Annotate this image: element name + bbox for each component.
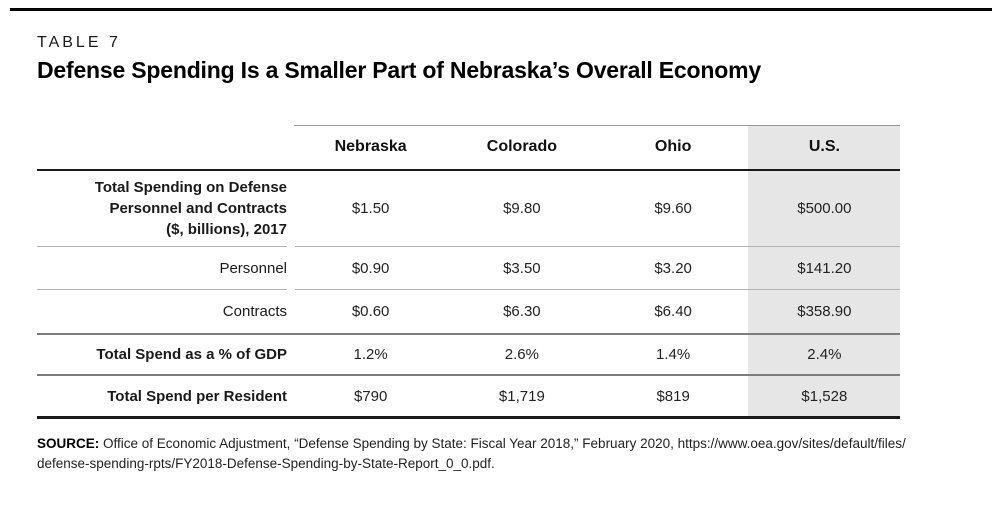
table-kicker: TABLE 7 [37,34,121,51]
cell-contracts-ohio: $6.40 [654,303,692,320]
source-text-line-1: Office of Economic Adjustment, “Defense … [103,436,906,451]
cell-gdp-ohio: 1.4% [656,346,691,363]
source-label: SOURCE: [37,436,100,451]
cell-gdp-nebraska: 1.2% [353,346,388,363]
table-row-total-spending: Total Spending on Defense Personnel and … [37,171,900,246]
row-divider-1-left [37,246,287,247]
cell-resident-ohio: $819 [656,387,690,405]
page-top-rule [10,8,992,11]
cell-gdp-colorado: 2.6% [504,346,539,363]
row-divider-1-right [295,246,900,247]
row-label-per-resident: Total Spend per Resident [107,387,287,405]
table-row-contracts: Contracts $0.60 $6.30 $6.40 $358.90 [37,290,900,333]
row-label-personnel: Personnel [219,259,287,277]
row-label-line-2: Personnel and Contracts [109,200,287,217]
table-header-row: Nebraska Colorado Ohio U.S. [37,125,900,169]
cell-personnel-ohio: $3.20 [654,259,692,277]
row-label-line-3: ($, billions), 2017 [166,221,287,238]
column-header-nebraska: Nebraska [334,138,407,155]
table-title: Defense Spending Is a Smaller Part of Ne… [37,57,761,83]
cell-total-nebraska: $1.50 [351,200,390,217]
column-header-colorado: Colorado [486,138,557,155]
column-header-us: U.S. [808,138,840,155]
cell-contracts-us: $358.90 [797,303,852,320]
cell-total-colorado: $9.80 [503,200,541,217]
cell-personnel-colorado: $3.50 [503,259,541,277]
source-text-line-2: defense-spending-rpts/FY2018-Defense-Spe… [37,456,495,471]
table-row-personnel: Personnel $0.90 $3.50 $3.20 $141.20 [37,247,900,289]
cell-resident-colorado: $1,719 [498,387,545,405]
us-column-highlight [748,125,900,417]
cell-gdp-us: 2.4% [807,346,842,363]
row-label-total-spending: Total Spending on Defense Personnel and … [37,177,287,240]
cell-personnel-nebraska: $0.90 [351,259,390,277]
cell-total-ohio: $9.60 [654,200,692,217]
column-header-ohio: Ohio [654,138,692,155]
header-bottom-rule [37,169,900,171]
table-row-pct-gdp: Total Spend as a % of GDP 1.2% 2.6% 1.4%… [37,335,900,374]
header-top-rule [294,125,900,126]
row-divider-2-left [37,289,287,290]
row-label-contracts: Contracts [222,303,287,320]
cell-resident-us: $1,528 [801,387,848,405]
cell-total-us: $500.00 [797,200,852,217]
table-row-per-resident: Total Spend per Resident $790 $1,719 $81… [37,376,900,416]
row-divider-2-right [295,289,900,290]
row-divider-4 [37,374,900,376]
cell-resident-nebraska: $790 [353,387,388,405]
row-divider-3 [37,333,900,335]
table-bottom-rule [37,416,900,419]
source-note: SOURCE: Office of Economic Adjustment, “… [37,434,982,474]
row-label-pct-gdp: Total Spend as a % of GDP [96,346,287,363]
cell-contracts-colorado: $6.30 [503,303,541,320]
cell-personnel-us: $141.20 [797,259,852,277]
cell-contracts-nebraska: $0.60 [351,303,390,320]
row-label-line-1: Total Spending on Defense [94,179,287,196]
